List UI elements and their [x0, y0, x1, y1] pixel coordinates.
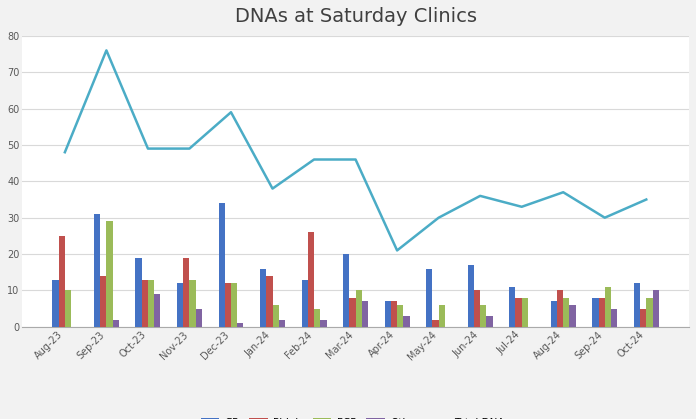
Bar	[314, 309, 320, 327]
Total DNAs	[476, 193, 484, 198]
Bar	[148, 279, 154, 327]
Bar	[653, 290, 658, 327]
Bar	[100, 276, 106, 327]
Bar	[516, 298, 522, 327]
Bar	[426, 269, 432, 327]
Bar	[343, 254, 349, 327]
Bar	[301, 279, 308, 327]
Bar	[237, 323, 244, 327]
Legend: GP, Phleb, FCP, Other, Total DNAs: GP, Phleb, FCP, Other, Total DNAs	[196, 414, 515, 419]
Bar	[611, 309, 617, 327]
Total DNAs	[351, 157, 360, 162]
Bar	[136, 258, 142, 327]
Bar	[154, 294, 160, 327]
Bar	[196, 309, 202, 327]
Bar	[474, 290, 480, 327]
Bar	[267, 276, 273, 327]
Bar	[260, 269, 267, 327]
Bar	[397, 305, 404, 327]
Bar	[273, 305, 278, 327]
Bar	[65, 290, 71, 327]
Total DNAs	[61, 150, 69, 155]
Bar	[480, 305, 487, 327]
Bar	[522, 298, 528, 327]
Bar	[509, 287, 516, 327]
Total DNAs	[227, 110, 235, 115]
Total DNAs	[269, 186, 277, 191]
Total DNAs	[642, 197, 651, 202]
Title: DNAs at Saturday Clinics: DNAs at Saturday Clinics	[235, 7, 477, 26]
Bar	[563, 298, 569, 327]
Total DNAs	[601, 215, 609, 220]
Bar	[385, 301, 391, 327]
Bar	[189, 279, 196, 327]
Line: Total DNAs: Total DNAs	[65, 50, 647, 251]
Bar	[349, 298, 356, 327]
Bar	[362, 301, 368, 327]
Total DNAs	[144, 146, 152, 151]
Total DNAs	[185, 146, 193, 151]
Bar	[225, 283, 231, 327]
Bar	[219, 203, 225, 327]
Bar	[94, 214, 100, 327]
Bar	[391, 301, 397, 327]
Bar	[432, 320, 438, 327]
Total DNAs	[434, 215, 443, 220]
Total DNAs	[102, 48, 111, 53]
Bar	[52, 279, 58, 327]
Bar	[487, 316, 493, 327]
Bar	[551, 301, 557, 327]
Total DNAs	[559, 190, 567, 195]
Bar	[231, 283, 237, 327]
Bar	[569, 305, 576, 327]
Bar	[599, 298, 605, 327]
Bar	[113, 320, 119, 327]
Bar	[106, 221, 113, 327]
Bar	[183, 258, 189, 327]
Bar	[557, 290, 563, 327]
Bar	[438, 305, 445, 327]
Bar	[320, 320, 326, 327]
Total DNAs	[310, 157, 318, 162]
Bar	[468, 265, 474, 327]
Bar	[634, 283, 640, 327]
Bar	[356, 290, 362, 327]
Bar	[308, 232, 314, 327]
Bar	[647, 298, 653, 327]
Bar	[640, 309, 647, 327]
Bar	[605, 287, 611, 327]
Bar	[177, 283, 183, 327]
Bar	[404, 316, 409, 327]
Bar	[592, 298, 599, 327]
Bar	[58, 236, 65, 327]
Total DNAs	[518, 204, 526, 210]
Total DNAs	[393, 248, 402, 253]
Bar	[278, 320, 285, 327]
Bar	[142, 279, 148, 327]
